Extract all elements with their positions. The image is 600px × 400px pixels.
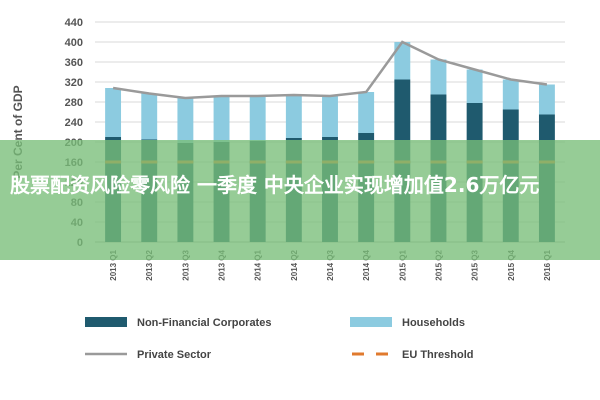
legend-eu-threshold-label: EU Threshold (402, 349, 474, 361)
legend-households-swatch (350, 317, 392, 327)
y-tick-label: 440 (65, 17, 83, 29)
bar-households (213, 96, 230, 142)
bar-households (466, 69, 483, 103)
x-tick-label: 2014 Q4 (362, 249, 371, 280)
x-tick-label: 2015 Q3 (471, 249, 480, 280)
x-tick-label: 2014 Q3 (326, 249, 335, 280)
x-axis: 2013 Q1 2013 Q2 2013 Q3 2013 Q4 2014 Q1 2014 … (109, 249, 552, 280)
y-tick-label: 240 (65, 117, 83, 129)
x-tick-label: 2015 Q2 (434, 249, 443, 280)
bar-households (141, 93, 158, 140)
watermark-banner: 股票配资风险零风险 一季度 中央企业实现增加值2.6万亿元 (0, 140, 600, 260)
bar-households (394, 42, 411, 80)
x-tick-label: 2013 Q4 (218, 249, 227, 280)
watermark-text: 股票配资风险零风险 一季度 中央企业实现增加值2.6万亿元 (10, 173, 540, 197)
bar-households (502, 79, 519, 110)
y-tick-label: 320 (65, 77, 83, 89)
legend: Non-Financial Corporates Households Privat… (85, 317, 474, 361)
bar-households (538, 84, 555, 115)
line-private-sector (112, 40, 548, 100)
bar-households (249, 96, 266, 141)
bar-households (285, 95, 302, 138)
bar-households (105, 88, 122, 137)
bar-households (177, 98, 194, 143)
legend-non-financial-corporates-swatch (85, 317, 127, 327)
bar-households (322, 96, 338, 137)
bar-households (430, 59, 447, 95)
y-tick-label: 280 (65, 97, 83, 109)
legend-households-label: Households (402, 317, 465, 329)
x-tick-label: 2014 Q2 (290, 249, 299, 280)
y-tick-label: 360 (65, 57, 83, 69)
legend-non-financial-corporates-label: Non-Financial Corporates (137, 317, 271, 329)
x-tick-label: 2015 Q1 (398, 249, 407, 280)
bar-households (358, 92, 375, 133)
legend-private-sector-label: Private Sector (137, 349, 212, 361)
y-tick-label: 400 (65, 37, 83, 49)
x-tick-label: 2013 Q3 (181, 249, 190, 280)
x-tick-label: 2013 Q2 (145, 249, 154, 280)
x-tick-label: 2015 Q4 (507, 249, 516, 280)
x-tick-label: 2013 Q1 (109, 249, 118, 280)
x-tick-label: 2014 Q1 (254, 249, 263, 280)
x-tick-label: 2016 Q1 (543, 249, 552, 280)
